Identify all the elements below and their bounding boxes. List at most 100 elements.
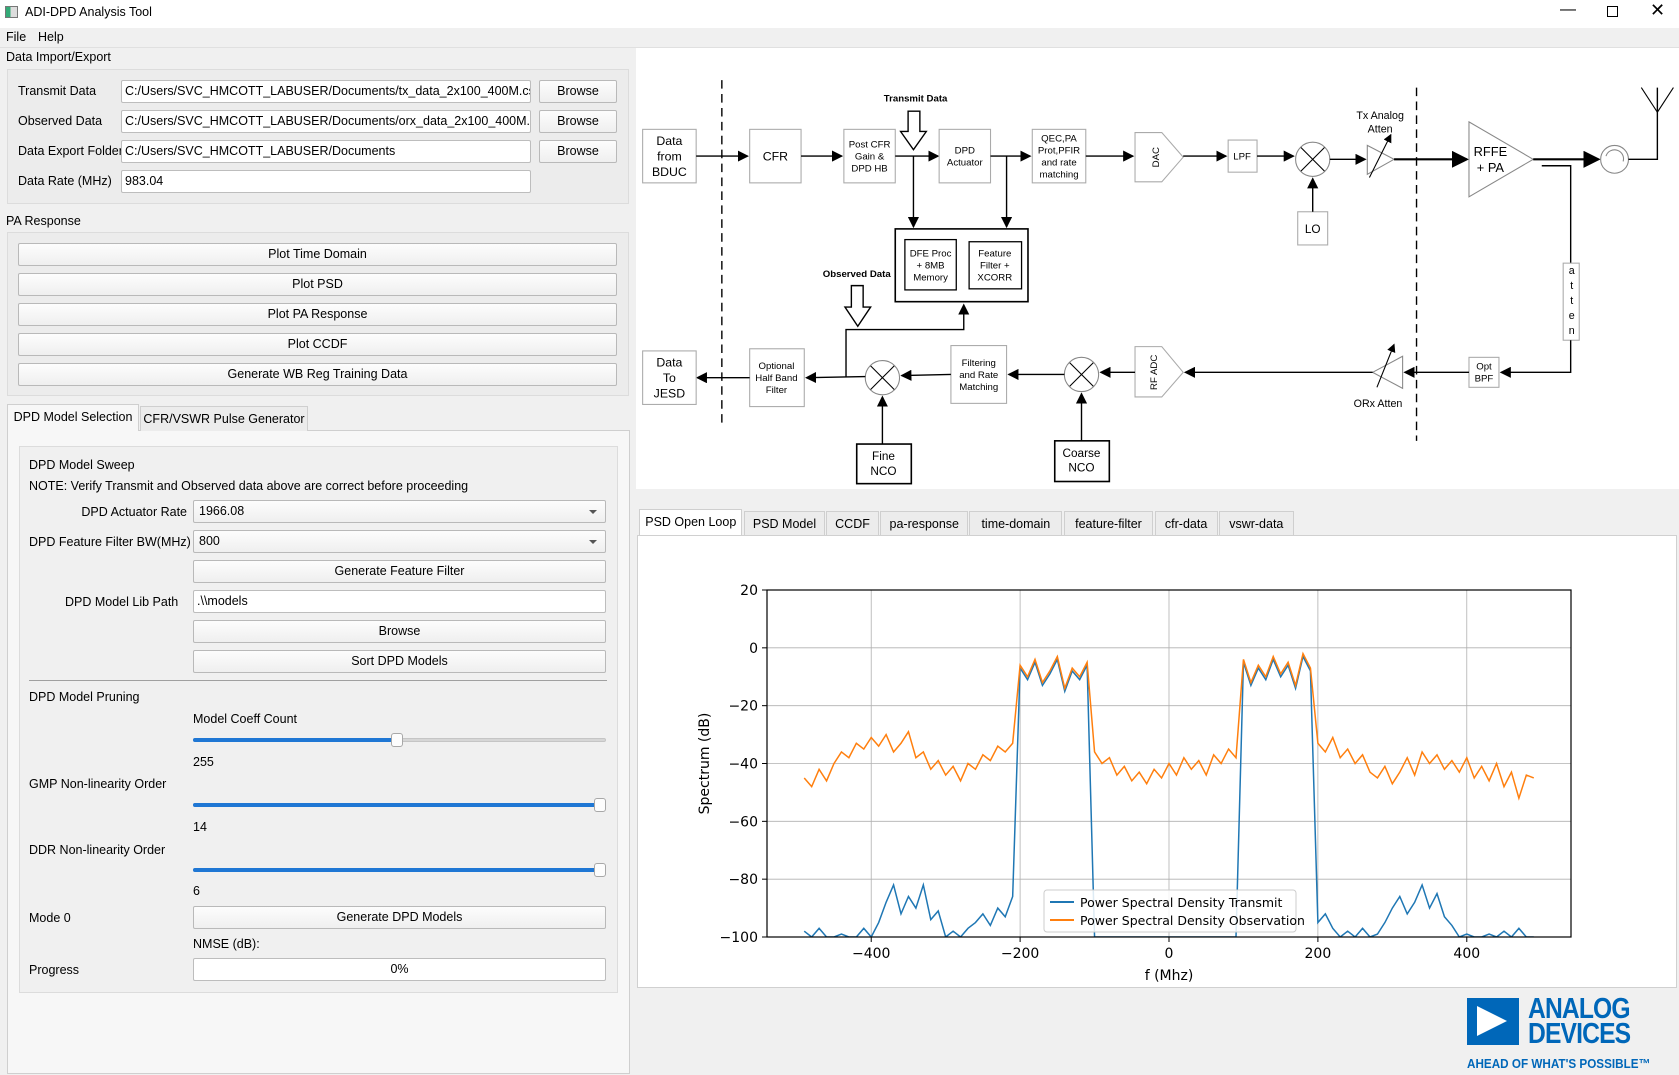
observed-data-input[interactable]: C:/Users/SVC_HMCOTT_LABUSER/Documents/or… <box>121 110 531 133</box>
rf-adc-block <box>1134 346 1184 398</box>
gmp-slider[interactable] <box>193 796 606 814</box>
signal-line <box>1628 87 1659 161</box>
export-label: Data Export Folder <box>18 144 123 158</box>
generate-dpd-models-button[interactable]: Generate DPD Models <box>193 906 606 929</box>
opt-bpf-label: Opt <box>1476 362 1492 373</box>
slider-handle[interactable] <box>390 733 403 747</box>
dpd-actuator-block <box>938 128 992 184</box>
tab-feature-filter[interactable]: feature-filter <box>1063 511 1154 536</box>
data-from-bduc-block <box>642 128 697 184</box>
x-tick-label: −200 <box>1001 946 1039 962</box>
actuator-rate-value: 1966.08 <box>199 504 245 518</box>
data-to-jesd-label: To <box>663 371 676 385</box>
close-icon[interactable]: ✕ <box>1650 0 1666 20</box>
tx-atten-label: Atten <box>1368 123 1393 135</box>
filtering-label: Matching <box>959 382 998 393</box>
tab-pa-response[interactable]: pa-response <box>880 511 969 536</box>
lpf-label: LPF <box>1233 151 1251 162</box>
tab-time-domain[interactable]: time-domain <box>969 511 1063 536</box>
feature-filter-label: Feature <box>978 249 1011 260</box>
actuator-rate-label: DPD Actuator Rate <box>81 505 187 519</box>
observed-data-label: Observed Data <box>823 269 892 280</box>
actuator-rate-select[interactable]: 1966.08 <box>193 500 606 523</box>
tab-cfr-data[interactable]: cfr-data <box>1154 511 1218 536</box>
signal-line <box>1541 165 1572 264</box>
data-rate-input[interactable]: 983.04 <box>121 170 531 193</box>
atten-label: n <box>1569 325 1575 337</box>
cfr-label: CFR <box>763 149 788 163</box>
divider <box>29 680 607 681</box>
plot-psd-button[interactable]: Plot PSD <box>18 273 617 296</box>
x-tick-label: −400 <box>852 946 890 962</box>
observed-label: Observed Data <box>18 114 103 128</box>
plot-pa-response-button[interactable]: Plot PA Response <box>18 303 617 326</box>
fine-nco-label: Fine <box>872 450 895 463</box>
signal-arrow <box>845 303 970 377</box>
orx-atten-arrow <box>1376 343 1396 388</box>
signal-arrow <box>805 371 866 384</box>
filtering-block <box>950 345 1008 404</box>
qec-label: and rate <box>1041 158 1076 169</box>
transmit-browse-button[interactable]: Browse <box>539 80 617 103</box>
signal-line <box>1069 362 1094 387</box>
menu-file[interactable]: File <box>6 30 27 44</box>
plot-time-domain-button[interactable]: Plot Time Domain <box>18 243 617 266</box>
generate-feature-filter-button[interactable]: Generate Feature Filter <box>193 560 606 583</box>
coarse-nco-label: NCO <box>1068 462 1094 475</box>
rffe-pa-block <box>1468 120 1535 198</box>
logo-tagline: AHEAD OF WHAT'S POSSIBLE™ <box>1467 1056 1651 1071</box>
feature-bw-select[interactable]: 800 <box>193 530 606 553</box>
post-cfr-label: Post CFR <box>849 139 891 150</box>
coeff-label: Model Coeff Count <box>193 712 297 726</box>
sort-models-button[interactable]: Sort DPD Models <box>193 650 606 673</box>
transmit-data-label: Transmit Data <box>884 94 948 105</box>
y-tick-label: 0 <box>749 641 758 657</box>
progress-label: Progress <box>29 963 80 977</box>
opt-bpf-label: BPF <box>1475 374 1494 385</box>
post-cfr-label: Gain & <box>855 151 885 162</box>
rf-adc-label: RF ADC <box>1149 355 1160 390</box>
minimize-icon[interactable]: — <box>1560 1 1576 18</box>
fine-nco-block <box>855 443 913 485</box>
tab-vswr-data[interactable]: vswr-data <box>1218 511 1294 536</box>
observed-data-arrow <box>843 284 872 328</box>
tab-psd-model[interactable]: PSD Model <box>744 511 825 536</box>
coeff-slider[interactable] <box>193 731 606 749</box>
dac-block <box>1134 132 1184 183</box>
dpd-actuator-label: DPD <box>955 145 975 156</box>
tab-psd-open-loop[interactable]: PSD Open Loop <box>639 509 743 536</box>
qec-label: Prot,PFIR <box>1038 145 1080 156</box>
export-folder-input[interactable]: C:/Users/SVC_HMCOTT_LABUSER/Documents <box>121 140 531 163</box>
menu-help[interactable]: Help <box>38 30 64 44</box>
observed-browse-button[interactable]: Browse <box>539 110 617 133</box>
generate-wb-training-button[interactable]: Generate WB Reg Training Data <box>18 363 617 386</box>
lib-browse-button[interactable]: Browse <box>193 620 606 643</box>
transmit-data-input[interactable]: C:/Users/SVC_HMCOTT_LABUSER/Documents/tx… <box>121 80 531 103</box>
tab-cfr-vswr-pulse-generator[interactable]: CFR/VSWR Pulse Generator <box>140 406 308 431</box>
feature-bw-label: DPD Feature Filter BW(MHz) <box>29 535 191 549</box>
tab-ccdf[interactable]: CCDF <box>825 511 880 536</box>
y-axis-label: Spectrum (dB) <box>697 713 713 815</box>
ddr-slider[interactable] <box>193 861 606 879</box>
post-cfr-label: DPD HB <box>851 164 887 175</box>
slider-handle[interactable] <box>594 863 606 877</box>
analog-devices-logo: ANALOG DEVICES AHEAD OF WHAT'S POSSIBLE™ <box>1467 993 1667 1073</box>
signal-arrow <box>1499 340 1572 378</box>
orx-atten-triangle <box>1371 355 1404 390</box>
plot-ccdf-button[interactable]: Plot CCDF <box>18 333 617 356</box>
feature-filter-block <box>968 241 1023 290</box>
atten-label: e <box>1569 310 1575 322</box>
pruning-title: DPD Model Pruning <box>29 690 140 704</box>
lib-path-input[interactable]: .\\models <box>193 590 606 613</box>
data-to-jesd-label: JESD <box>654 386 686 400</box>
dfe-proc-label: DFE Proc <box>910 249 952 260</box>
ddr-label: DDR Non-linearity Order <box>29 843 166 857</box>
qec-block <box>1031 128 1087 184</box>
slider-handle[interactable] <box>594 798 606 812</box>
dfe-proc-label: Memory <box>913 273 948 284</box>
tab-dpd-model-selection[interactable]: DPD Model Selection <box>7 404 139 431</box>
maximize-icon[interactable] <box>1607 6 1618 17</box>
export-browse-button[interactable]: Browse <box>539 140 617 163</box>
